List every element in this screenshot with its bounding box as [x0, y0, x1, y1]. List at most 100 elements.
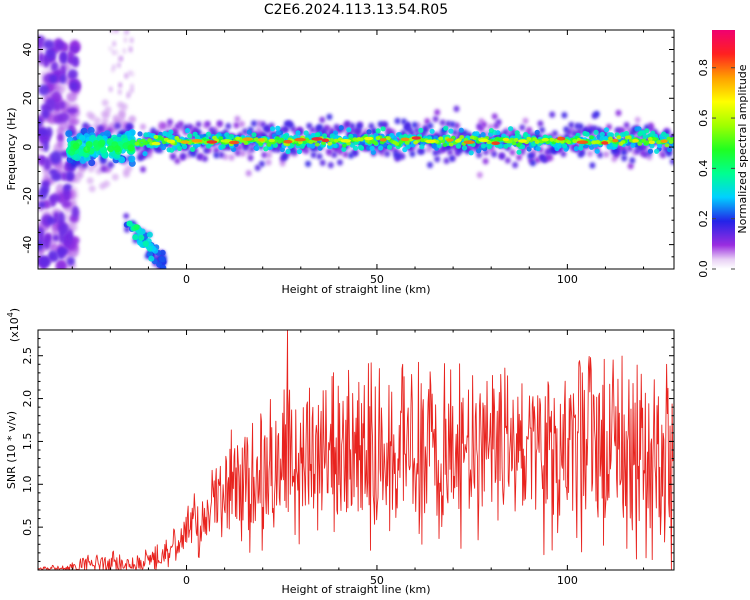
heatmap-cell [514, 134, 520, 140]
heatmap-cell [58, 222, 69, 236]
heatmap-cell [534, 139, 540, 144]
heatmap-cell [57, 211, 66, 226]
snr-x-axis-label: Height of straight line (km) [281, 583, 430, 596]
heatmap-cell [647, 148, 654, 154]
heatmap-cell [42, 236, 51, 250]
heatmap-cell [587, 141, 592, 145]
heatmap-cell [59, 51, 68, 65]
heatmap-cell [346, 127, 352, 133]
heatmap-cell [329, 133, 335, 139]
heatmap-cell [242, 128, 248, 135]
heatmap-cell [476, 151, 482, 159]
heatmap-panel: 0 50 100 -40 -20 0 20 40 Height of straight lin… [5, 29, 675, 296]
heatmap-cell [619, 132, 625, 138]
heatmap-cell [316, 124, 323, 131]
colorbar-label: Normalized spectral amplitude [736, 64, 749, 233]
heatmap-cell [204, 120, 211, 128]
colorbar-gradient [712, 30, 735, 269]
heatmap-cell [578, 145, 584, 151]
heatmap-cell [522, 117, 529, 125]
heatmap-cell [434, 156, 441, 163]
snr-x-tick-label: 100 [557, 574, 578, 587]
heatmap-cell [387, 144, 393, 150]
heatmap-cell [409, 150, 416, 158]
heatmap-cell [100, 165, 108, 173]
heatmap-cell [446, 138, 454, 142]
heatmap-cell [615, 109, 622, 117]
heatmap-cell [479, 138, 489, 143]
heatmap-cell [656, 140, 661, 145]
heatmap-cell [443, 157, 450, 164]
heatmap-cell [400, 118, 407, 125]
heatmap-cell [371, 139, 377, 144]
heatmap-cell [66, 256, 76, 266]
snr-line-layer [38, 330, 674, 570]
heatmap-cell [394, 117, 401, 125]
heatmap-cell [63, 183, 72, 191]
heatmap-cell [603, 127, 610, 133]
heatmap-cell [402, 147, 408, 153]
heatmap-cell [254, 145, 260, 151]
heatmap-cell [319, 116, 326, 124]
heatmap-cell [641, 138, 647, 143]
heatmap-cell [112, 40, 117, 47]
heatmap-cell [513, 138, 519, 142]
heatmap-cell [166, 139, 176, 144]
heatmap-cell [86, 177, 94, 185]
heatmap-cell [123, 167, 131, 175]
heatmap-cell [213, 152, 220, 159]
heatmap-cell [331, 151, 338, 158]
heatmap-cell [593, 129, 599, 135]
heatmap-y-tick-label: 20 [21, 91, 34, 105]
heatmap-cell [341, 146, 347, 152]
heatmap-cell [140, 123, 146, 130]
heatmap-cell [308, 139, 314, 144]
heatmap-cell [614, 127, 621, 134]
snr-y-tick-label: 2.0 [21, 390, 34, 408]
heatmap-cell [94, 117, 101, 125]
heatmap-cell [315, 132, 321, 138]
heatmap-cell [88, 159, 96, 167]
heatmap-y-tick-label: -40 [21, 236, 34, 254]
heatmap-x-tick-label: 100 [557, 273, 578, 286]
heatmap-cell [425, 139, 436, 144]
heatmap-cell [608, 136, 613, 141]
heatmap-cell [100, 110, 108, 118]
heatmap-cell [621, 155, 628, 162]
heatmap-cell [82, 122, 89, 130]
heatmap-cell [539, 126, 546, 134]
heatmap-cell [321, 127, 328, 134]
heatmap-cell [38, 186, 48, 200]
heatmap-cell [549, 137, 555, 142]
heatmap-cell [60, 64, 67, 78]
heatmap-cell [560, 150, 567, 158]
heatmap-cell [57, 247, 65, 260]
heatmap-cell [447, 149, 454, 156]
heatmap-cell [72, 142, 80, 150]
heatmap-cell [546, 154, 553, 161]
heatmap-cell [636, 126, 642, 132]
heatmap-cell [49, 244, 59, 253]
heatmap-cell [120, 103, 128, 111]
heatmap-cell [50, 61, 59, 72]
heatmap-cell [177, 145, 183, 151]
heatmap-cell [413, 140, 418, 145]
heatmap-cell [46, 216, 57, 225]
heatmap-cell [634, 116, 641, 124]
heatmap-cell [55, 41, 65, 50]
heatmap-cell [593, 110, 600, 118]
heatmap-cell [623, 121, 630, 129]
heatmap-cell [534, 129, 540, 135]
heatmap-cell [353, 128, 360, 135]
heatmap-cell [666, 147, 673, 153]
heatmap-cell [499, 137, 504, 142]
heatmap-cell [38, 84, 50, 96]
heatmap-cell [137, 154, 143, 162]
heatmap-cell [458, 127, 464, 133]
heatmap-cell [63, 212, 71, 221]
snr-scale-suffix: ) [8, 308, 21, 312]
heatmap-cell [422, 126, 429, 133]
heatmap-cell [128, 155, 136, 163]
snr-y-tick-label: 0.5 [21, 518, 34, 536]
heatmap-cell [366, 129, 372, 135]
